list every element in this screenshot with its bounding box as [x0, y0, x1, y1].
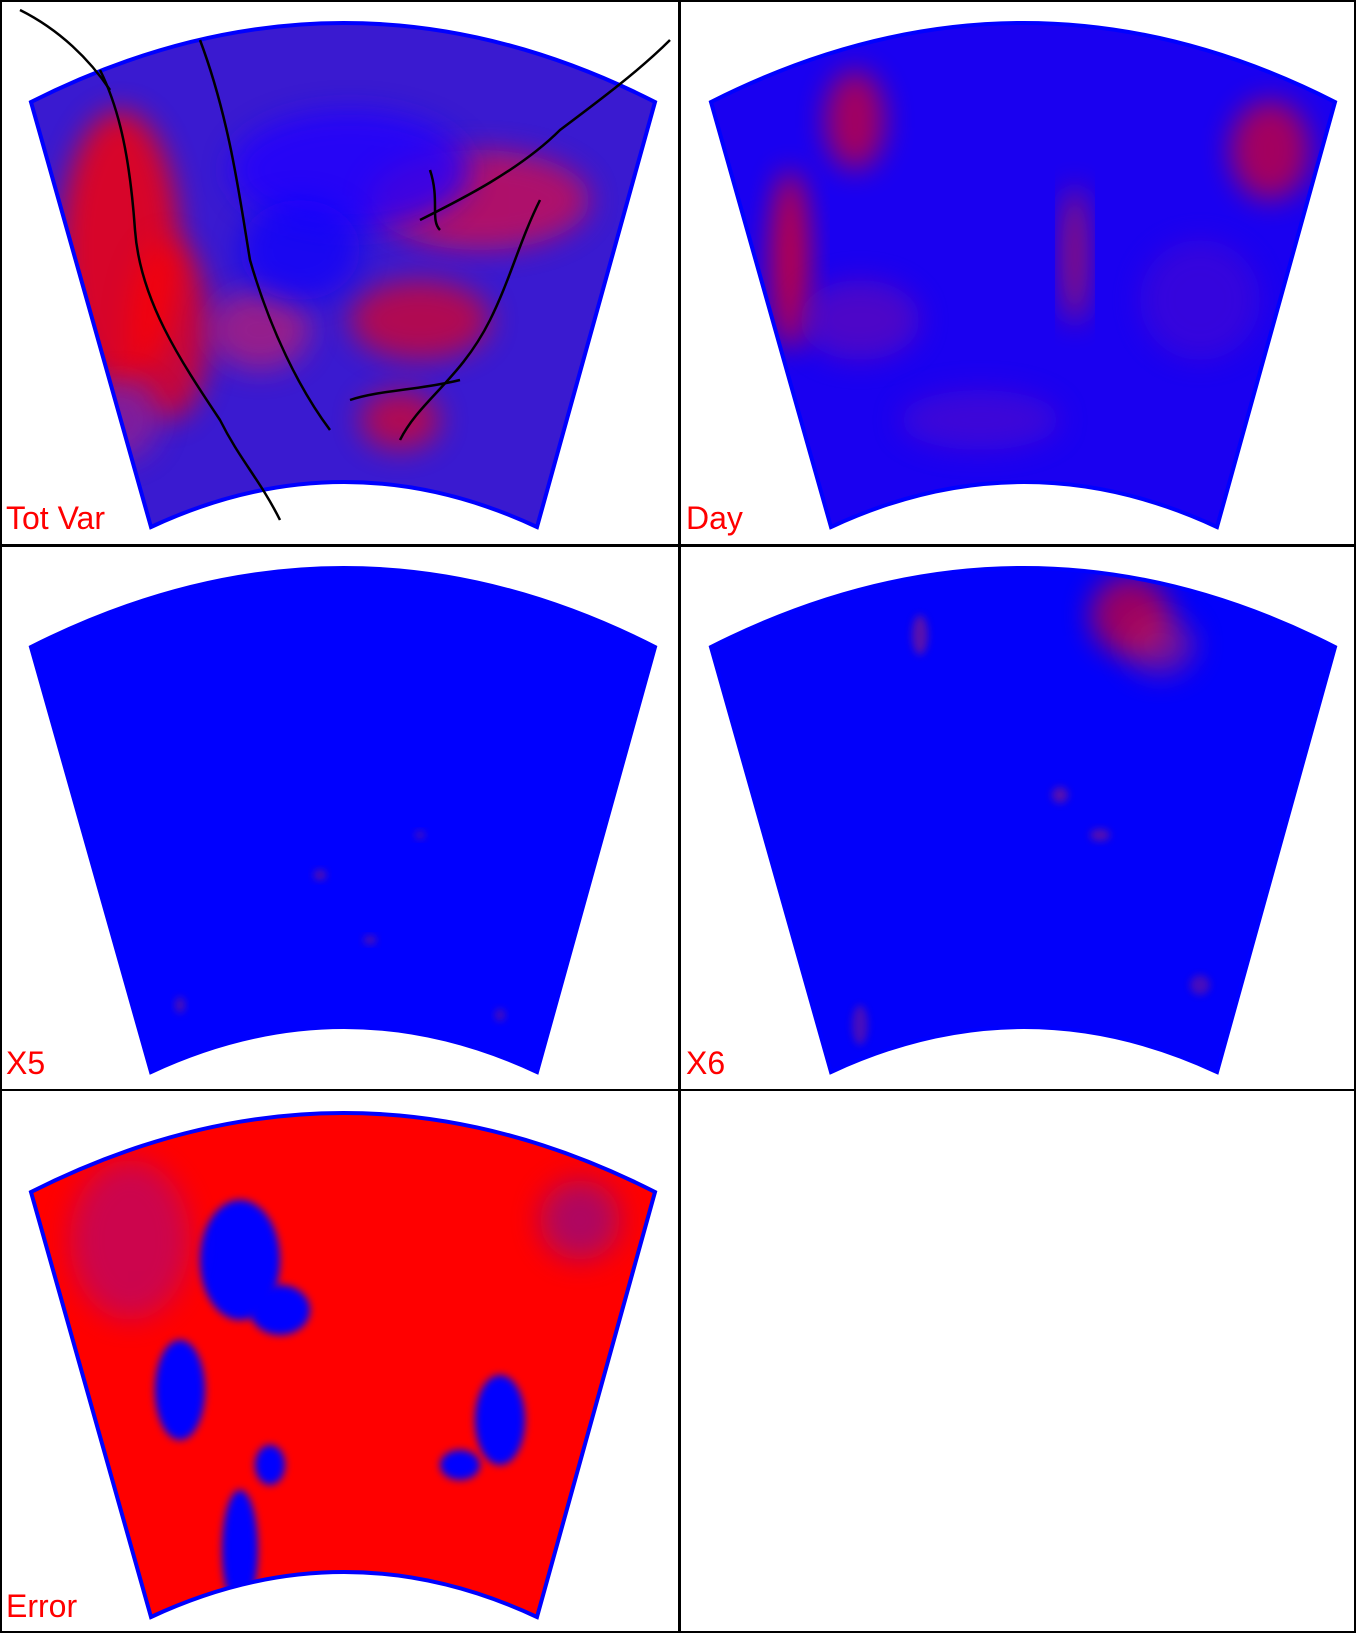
- map-panel: X6: [680, 545, 1355, 1090]
- map-panel: X5: [1, 545, 679, 1090]
- field-patch: [1090, 829, 1110, 841]
- field-patch: [1065, 185, 1085, 325]
- field-patch: [475, 1375, 525, 1465]
- field-patch: [495, 1009, 505, 1021]
- domain-fill: [31, 568, 655, 1072]
- field-patch: [800, 280, 920, 360]
- field-patch: [1052, 787, 1068, 803]
- field-patch: [1125, 615, 1195, 675]
- panel-label: Tot Var: [6, 500, 105, 536]
- panel-label: Day: [686, 500, 743, 536]
- field-patch: [70, 1160, 190, 1320]
- map-panel: Error: [1, 1090, 679, 1632]
- field-patch: [364, 936, 376, 944]
- field-patch: [250, 1285, 310, 1335]
- field-patch: [900, 390, 1060, 450]
- panel-label: Error: [6, 1588, 77, 1624]
- field-patch: [440, 1450, 480, 1480]
- field-patch: [415, 831, 425, 839]
- map-panel: Day: [680, 1, 1355, 546]
- field-patch: [210, 290, 310, 370]
- domain-fill: [711, 568, 1335, 1072]
- empty-panel-border: [680, 1090, 1355, 1632]
- field-patch: [314, 870, 326, 880]
- field-patch: [540, 1180, 620, 1260]
- figure: Tot Var Day X5 X6 Error: [0, 0, 1356, 1633]
- field-patch: [360, 390, 440, 450]
- field-patch: [175, 997, 185, 1013]
- field-patch: [1230, 100, 1310, 200]
- map-panel: Tot Var: [1, 1, 679, 546]
- field-patch: [222, 1490, 258, 1610]
- field-patch: [1190, 975, 1210, 995]
- field-patch: [155, 1340, 205, 1440]
- field-patch: [852, 1005, 868, 1045]
- field-patch: [912, 615, 928, 655]
- field-patch: [1140, 240, 1260, 360]
- field-patch: [255, 1445, 285, 1485]
- panel-label: X5: [6, 1045, 45, 1081]
- field-patch: [825, 70, 885, 170]
- panel-label: X6: [686, 1045, 725, 1081]
- field-patch: [350, 280, 490, 360]
- page: Tot VarDayX5X6Error (() => { const data …: [0, 0, 1356, 1633]
